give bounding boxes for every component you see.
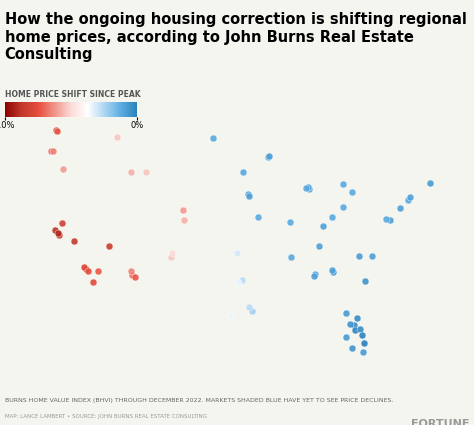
Text: MAP: LANCE LAMBERT • SOURCE: JOHN BURNS REAL ESTATE CONSULTING: MAP: LANCE LAMBERT • SOURCE: JOHN BURNS … xyxy=(5,414,207,419)
Text: How the ongoing housing correction is shifting regional
home prices, according t: How the ongoing housing correction is sh… xyxy=(5,12,466,62)
Text: BURNS HOME VALUE INDEX (BHVI) THROUGH DECEMBER 2022. MARKETS SHADED BLUE HAVE YE: BURNS HOME VALUE INDEX (BHVI) THROUGH DE… xyxy=(5,398,393,403)
Text: HOME PRICE SHIFT SINCE PEAK: HOME PRICE SHIFT SINCE PEAK xyxy=(5,90,140,99)
Text: FORTUNE: FORTUNE xyxy=(411,419,469,425)
